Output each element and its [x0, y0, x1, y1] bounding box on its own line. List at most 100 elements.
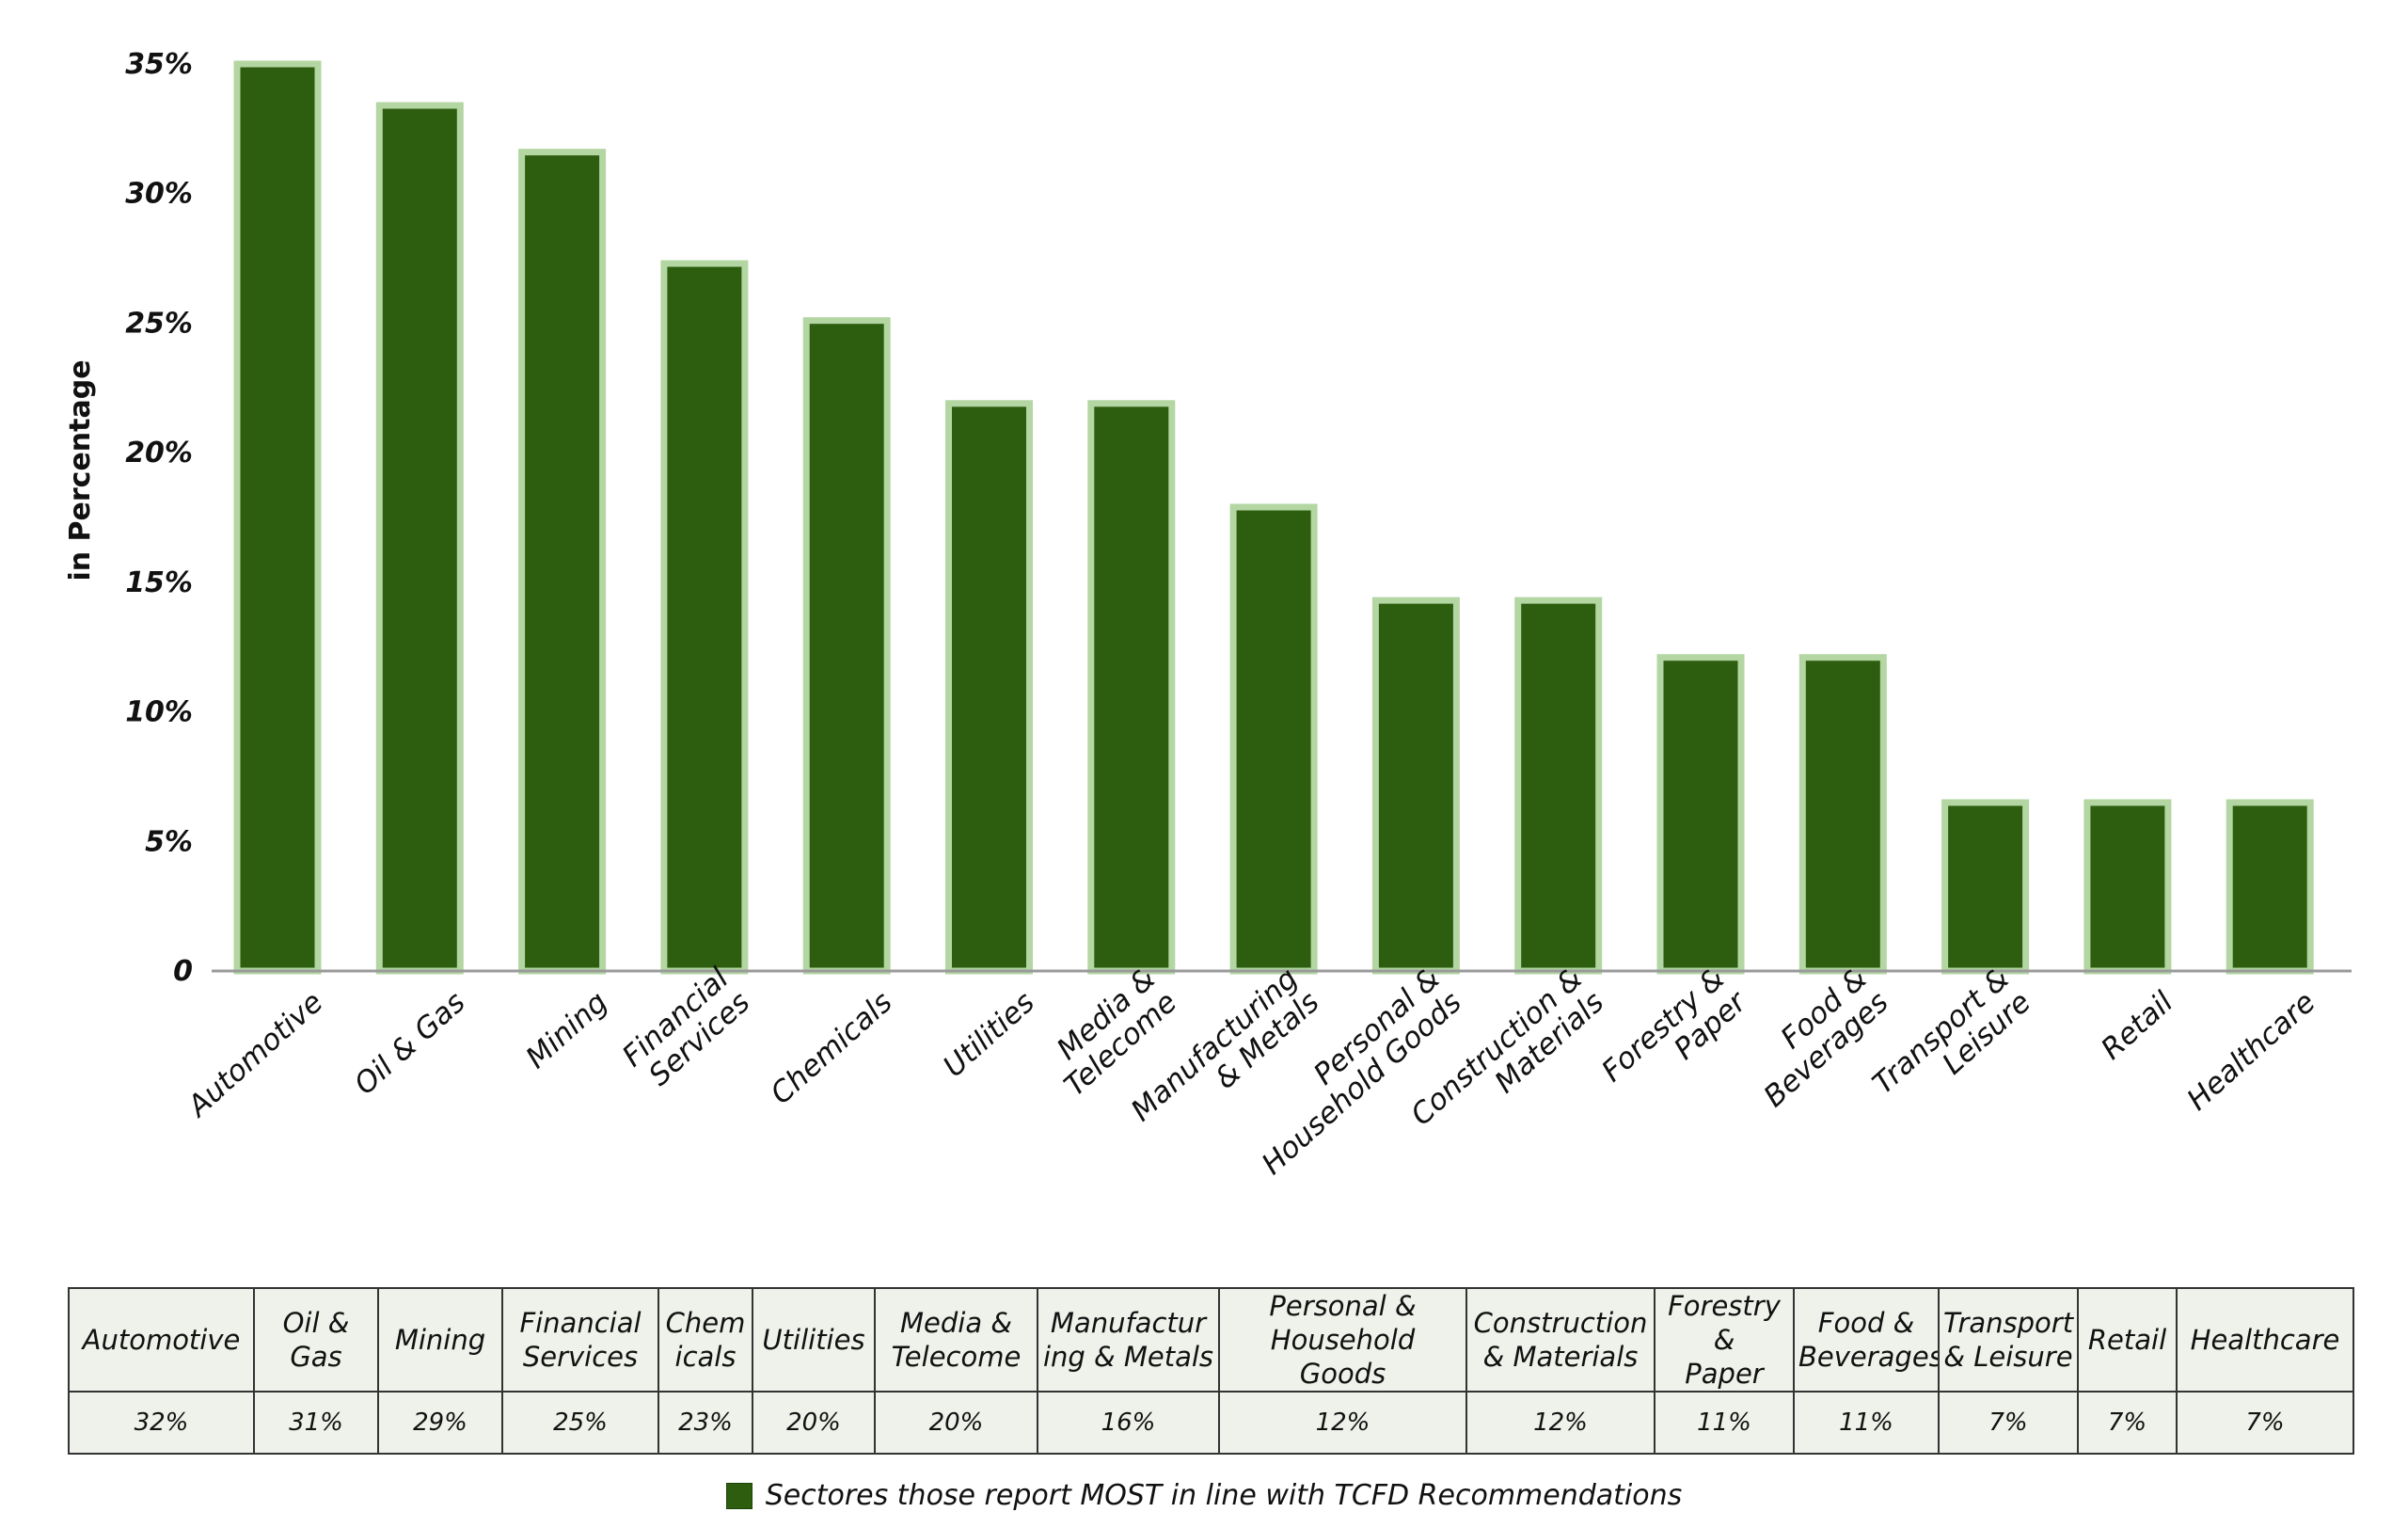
bar [660, 260, 749, 975]
table-header-line: & Leisure [1943, 1341, 2073, 1373]
table-value-cell: 23% [657, 1391, 753, 1455]
x-tick-label: Forestry &Paper [1595, 962, 1754, 1089]
legend: Sectores those report MOST in line with … [0, 1479, 2408, 1512]
table-header-line: Paper [1685, 1358, 1764, 1390]
x-tick-label: Food &Beverages [1757, 962, 1894, 1114]
table-value-cell: 31% [253, 1391, 379, 1455]
table-header-cell: Mining [377, 1287, 503, 1393]
table-header-cell: Oil & Gas [253, 1287, 379, 1393]
bar [375, 102, 464, 975]
table-header-line: & Materials [1482, 1341, 1639, 1373]
x-tick-label: Utilities [937, 985, 1041, 1084]
table-header-line: Gas [290, 1341, 342, 1373]
bar [2226, 799, 2314, 975]
table-value-cell: 7% [2077, 1391, 2178, 1455]
table-header-cell: Utilities [752, 1287, 876, 1393]
table-value-cell: 32% [68, 1391, 255, 1455]
table-header-line: icals [674, 1341, 737, 1373]
table-header-line: Telecome [891, 1341, 1022, 1373]
bar [945, 400, 1033, 975]
table-header-line: Mining [394, 1324, 486, 1356]
table-header-line: Food & [1817, 1307, 1915, 1339]
x-tick-label-line: Oil & Gas [348, 985, 472, 1102]
table-header-cell: Food & Beverages [1793, 1287, 1940, 1393]
table-value-cell: 25% [501, 1391, 659, 1455]
table-value-cell: 7% [2176, 1391, 2354, 1455]
bar [1656, 654, 1745, 975]
y-axis-title: in Percentage [64, 359, 97, 581]
table-header-cell: Retail [2077, 1287, 2178, 1393]
x-tick-label: Chemicals [765, 985, 899, 1111]
table-header-line: Construction [1473, 1307, 1648, 1339]
bar [1514, 597, 1603, 975]
table-header-line: Retail [2087, 1324, 2167, 1356]
bar [233, 60, 322, 975]
legend-label: Sectores those report MOST in line with … [765, 1479, 1683, 1512]
y-tick-label: 10% [125, 696, 193, 729]
x-tick-label-line: Chemicals [765, 985, 899, 1111]
table-header-line: Chem [665, 1307, 746, 1339]
table-header-cell: Transport & Leisure [1938, 1287, 2079, 1393]
table-header-line: Beverages [1798, 1341, 1939, 1373]
table-header-line: Financial [519, 1307, 642, 1339]
table-header-line: Healthcare [2190, 1324, 2340, 1356]
table-header-cell: Personal & Household Goods [1218, 1287, 1467, 1393]
table-value-cell: 11% [1793, 1391, 1940, 1455]
table-header-line: Automotive [82, 1324, 241, 1356]
table-header-line: Oil & [282, 1307, 350, 1339]
y-tick-label: 20% [125, 437, 193, 470]
x-tick-label-line: Retail [2095, 985, 2180, 1067]
table-header-line: Household Goods [1270, 1324, 1416, 1390]
table-value-cell: 20% [874, 1391, 1038, 1455]
y-tick-label: 35% [125, 48, 193, 81]
bar [1941, 799, 2030, 975]
table-value-cell: 29% [377, 1391, 503, 1455]
table-header-line: Media & [900, 1307, 1012, 1339]
table-header-cell: Construction & Materials [1465, 1287, 1656, 1393]
table-header-cell: Financial Services [501, 1287, 659, 1393]
x-tick-label: Oil & Gas [348, 985, 472, 1102]
table-header-cell: Media & Telecome [874, 1287, 1038, 1393]
table-header-cell: Healthcare [2176, 1287, 2354, 1393]
bar [1087, 400, 1176, 975]
category-labels: Automotive Oil & Gas Mining FinancialServic… [181, 962, 2322, 1182]
bar [2083, 799, 2172, 975]
table-value-cell: 20% [752, 1391, 876, 1455]
table-header-line: Manufactur [1050, 1307, 1207, 1339]
table-header-line: Transport [1943, 1307, 2074, 1339]
table-header-cell: Manufactur ing & Metals [1037, 1287, 1220, 1393]
bar [518, 149, 607, 975]
table-header-line: ing & Metals [1042, 1341, 1214, 1373]
bar-chart: in Percentage 0 5% 10% 15% 20% 25% 30% 35% Auto… [64, 48, 2352, 1182]
x-tick-label: Transport &Leisure [1866, 962, 2037, 1101]
bar [1229, 503, 1318, 975]
x-tick-label: Healthcare [2180, 985, 2321, 1117]
table-value-cell: 11% [1654, 1391, 1795, 1455]
bar [1371, 597, 1460, 975]
table-value-row: 32% 31% 29% 25% 23% 20% 20% 16% 12% 12% 11% 11% 7% 7%… [68, 1391, 2354, 1455]
y-tick-labels: 0 5% 10% 15% 20% 25% 30% 35% [125, 48, 193, 988]
y-tick-label: 5% [145, 825, 193, 858]
x-tick-label-line: Healthcare [2180, 985, 2321, 1117]
y-tick-label: 15% [125, 566, 193, 599]
x-tick-label-line: Utilities [937, 985, 1041, 1084]
table-header-cell: Chem icals [657, 1287, 753, 1393]
x-tick-label: Retail [2095, 985, 2180, 1067]
x-tick-label-line: Mining [519, 985, 614, 1075]
table-header-line: Forestry & [1668, 1290, 1781, 1356]
y-tick-label: 0 [173, 955, 193, 988]
table-value-cell: 12% [1218, 1391, 1467, 1455]
table-header-row: Automotive Oil & Gas Mining Financial Service… [68, 1287, 2354, 1393]
bar [802, 317, 891, 975]
y-axis-label: in Percentage [64, 359, 97, 581]
data-table: Automotive Oil & Gas Mining Financial Service… [68, 1287, 2354, 1455]
legend-swatch [725, 1482, 752, 1509]
table-value-cell: 12% [1465, 1391, 1656, 1455]
table-header-line: Services [522, 1341, 639, 1373]
y-tick-label: 30% [125, 178, 193, 211]
bar [1798, 654, 1887, 975]
x-tick-label-line: Automotive [181, 985, 330, 1124]
x-tick-label: Mining [519, 985, 614, 1075]
